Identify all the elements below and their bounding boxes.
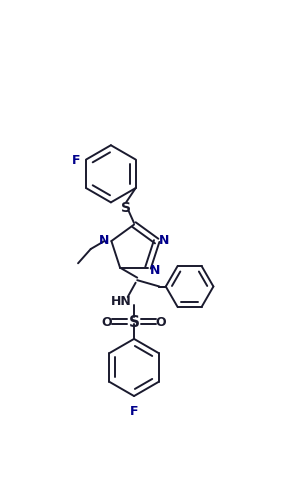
Text: F: F [130,404,138,417]
Text: S: S [128,314,140,329]
Text: N: N [150,263,160,276]
Text: N: N [158,233,169,246]
Text: S: S [121,201,131,215]
Text: HN: HN [111,295,132,308]
Text: F: F [72,154,81,167]
Text: N: N [99,233,110,246]
Text: O: O [102,315,112,328]
Text: O: O [156,315,166,328]
